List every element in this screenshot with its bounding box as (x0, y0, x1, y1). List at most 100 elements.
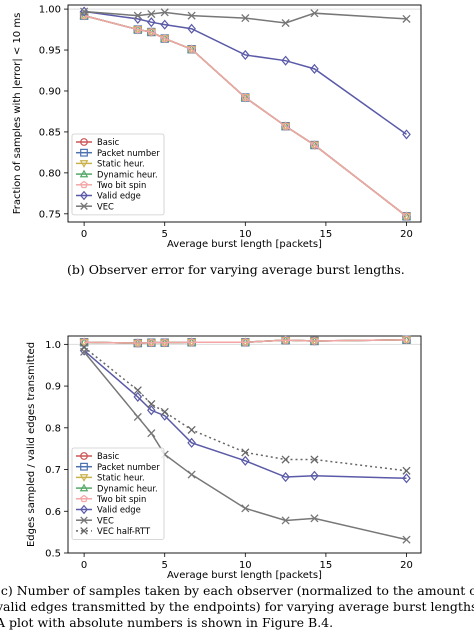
data-point-valid-edge (133, 391, 143, 402)
data-point-two-bit-spin (79, 337, 89, 346)
data-point-vec-half-rtt (80, 343, 89, 352)
data-point-vec (147, 429, 156, 438)
series-vec-half-rtt (80, 343, 411, 475)
legend-label-vec-half-rtt: VEC half-RTT (97, 526, 151, 536)
data-point-vec-half-rtt (147, 399, 156, 409)
legend-label-basic: Basic (97, 137, 120, 147)
y-axis-label: Fraction of samples with |error| < 10 ms (12, 13, 23, 215)
legend-label-two-bit-spin: Two bit spin (96, 494, 146, 504)
legend-label-packet-number: Packet number (97, 148, 160, 158)
data-point-two-bit-spin (160, 34, 169, 43)
caption-bottom-line-3: A plot with absolute numbers is shown in… (0, 615, 334, 630)
caption-top: (b) Observer error for varying average b… (67, 262, 405, 277)
data-point-two-bit-spin (160, 338, 169, 347)
legend-label-valid-edge: Valid edge (97, 191, 141, 201)
data-point-two-bit-spin (281, 335, 290, 344)
data-point-vec-half-rtt (402, 466, 411, 475)
x-tick-label: 5 (162, 560, 168, 571)
legend-marker-two-bit-spin (80, 494, 88, 503)
legend-marker-vec-half-rtt (80, 527, 88, 535)
data-point-two-bit-spin (402, 335, 411, 344)
y-axis-label: Edges sampled / valid edges transmitted (26, 342, 37, 547)
data-point-two-bit-spin (133, 338, 142, 347)
series-two-bit-spin (79, 11, 411, 220)
data-point-vec (402, 14, 411, 23)
legend-label-static-heur: Static heur. (97, 159, 145, 169)
data-point-valid-edge (402, 129, 411, 140)
data-point-vec (187, 11, 196, 20)
data-point-two-bit-spin (187, 44, 196, 53)
series-line-two-bit-spin (83, 14, 407, 217)
data-point-vec (281, 516, 290, 525)
y-tick-label: 0.90 (39, 86, 61, 97)
y-tick-label: 0.7 (45, 465, 61, 476)
legend-marker-basic (80, 138, 88, 146)
data-point-valid-edge (147, 405, 156, 416)
caption-bottom-line-1: (c) Number of samples taken by each obse… (0, 583, 474, 598)
data-point-vec (310, 9, 319, 18)
data-point-two-bit-spin (310, 336, 319, 345)
data-point-valid-edge (79, 6, 89, 17)
plot-frame (67, 335, 422, 554)
x-tick-label: 20 (400, 229, 413, 240)
data-point-valid-edge (160, 19, 170, 30)
series-line-valid-edge (84, 10, 407, 135)
y-tick-label: 0.5 (45, 549, 61, 560)
y-tick-label: 0.75 (39, 209, 61, 220)
series-vec (80, 347, 411, 544)
data-point-vec-half-rtt (187, 425, 196, 434)
data-point-valid-edge (187, 437, 196, 448)
legend-marker-dynamic-heur (79, 483, 89, 492)
legend-marker-static-heur (79, 160, 89, 168)
data-point-vec-half-rtt (281, 455, 290, 464)
data-point-valid-edge (310, 63, 319, 74)
legend-label-valid-edge: Valid edge (97, 505, 141, 515)
x-tick-label: 10 (239, 560, 252, 571)
plot-frame (67, 4, 422, 223)
data-point-two-bit-spin (133, 25, 142, 34)
data-point-valid-edge (402, 473, 411, 484)
series-line-valid-edge (83, 350, 407, 480)
data-point-vec (133, 412, 142, 422)
legend-label-dynamic-heur: Dynamic heur. (97, 169, 158, 179)
legend-label-dynamic-heur: Dynamic heur. (97, 483, 158, 493)
y-tick-label: 1.0 (45, 340, 61, 351)
x-tick-label: 0 (81, 560, 87, 571)
chart-2: 0 5 10 15 20 0.5 0.6 0.7 0.8 0.9 1.0 Average burst … (26, 334, 422, 581)
data-point-two-bit-spin (402, 211, 411, 220)
data-point-vec (310, 514, 319, 523)
y-tick-label: 0.8 (45, 423, 61, 434)
y-tick-label: 0.95 (39, 46, 61, 57)
data-point-valid-edge (240, 49, 250, 61)
legend-box (71, 133, 165, 216)
data-point-vec (241, 14, 250, 23)
x-axis-label: Average burst length [packets] (167, 239, 322, 250)
data-point-vec (160, 8, 169, 17)
data-point-valid-edge (281, 471, 290, 483)
data-point-two-bit-spin (187, 337, 196, 346)
data-point-two-bit-spin (241, 93, 250, 102)
legend-marker-packet-number (80, 148, 88, 157)
legend-marker-vec (80, 516, 88, 524)
data-point-vec (281, 18, 290, 28)
data-point-vec (133, 11, 142, 20)
data-point-two-bit-spin (310, 140, 319, 149)
data-point-two-bit-spin (281, 121, 290, 130)
x-axis-label: Average burst length [packets] (167, 570, 322, 581)
data-point-valid-edge (147, 17, 156, 28)
data-point-two-bit-spin (147, 338, 156, 347)
data-point-vec (187, 470, 196, 479)
legend-marker-packet-number (80, 462, 88, 471)
y-tick-label: 0.85 (39, 127, 61, 138)
y-tick-label: 0.9 (45, 382, 61, 393)
data-point-vec-half-rtt (160, 407, 169, 417)
y-tick-label: 0.80 (39, 168, 61, 179)
x-tick-label: 5 (162, 229, 168, 240)
legend-label-two-bit-spin: Two bit spin (96, 180, 146, 190)
data-point-vec (80, 7, 89, 16)
legend-marker-valid-edge (79, 190, 89, 201)
y-tick-label: 1.00 (39, 5, 61, 16)
data-point-vec (147, 9, 156, 19)
